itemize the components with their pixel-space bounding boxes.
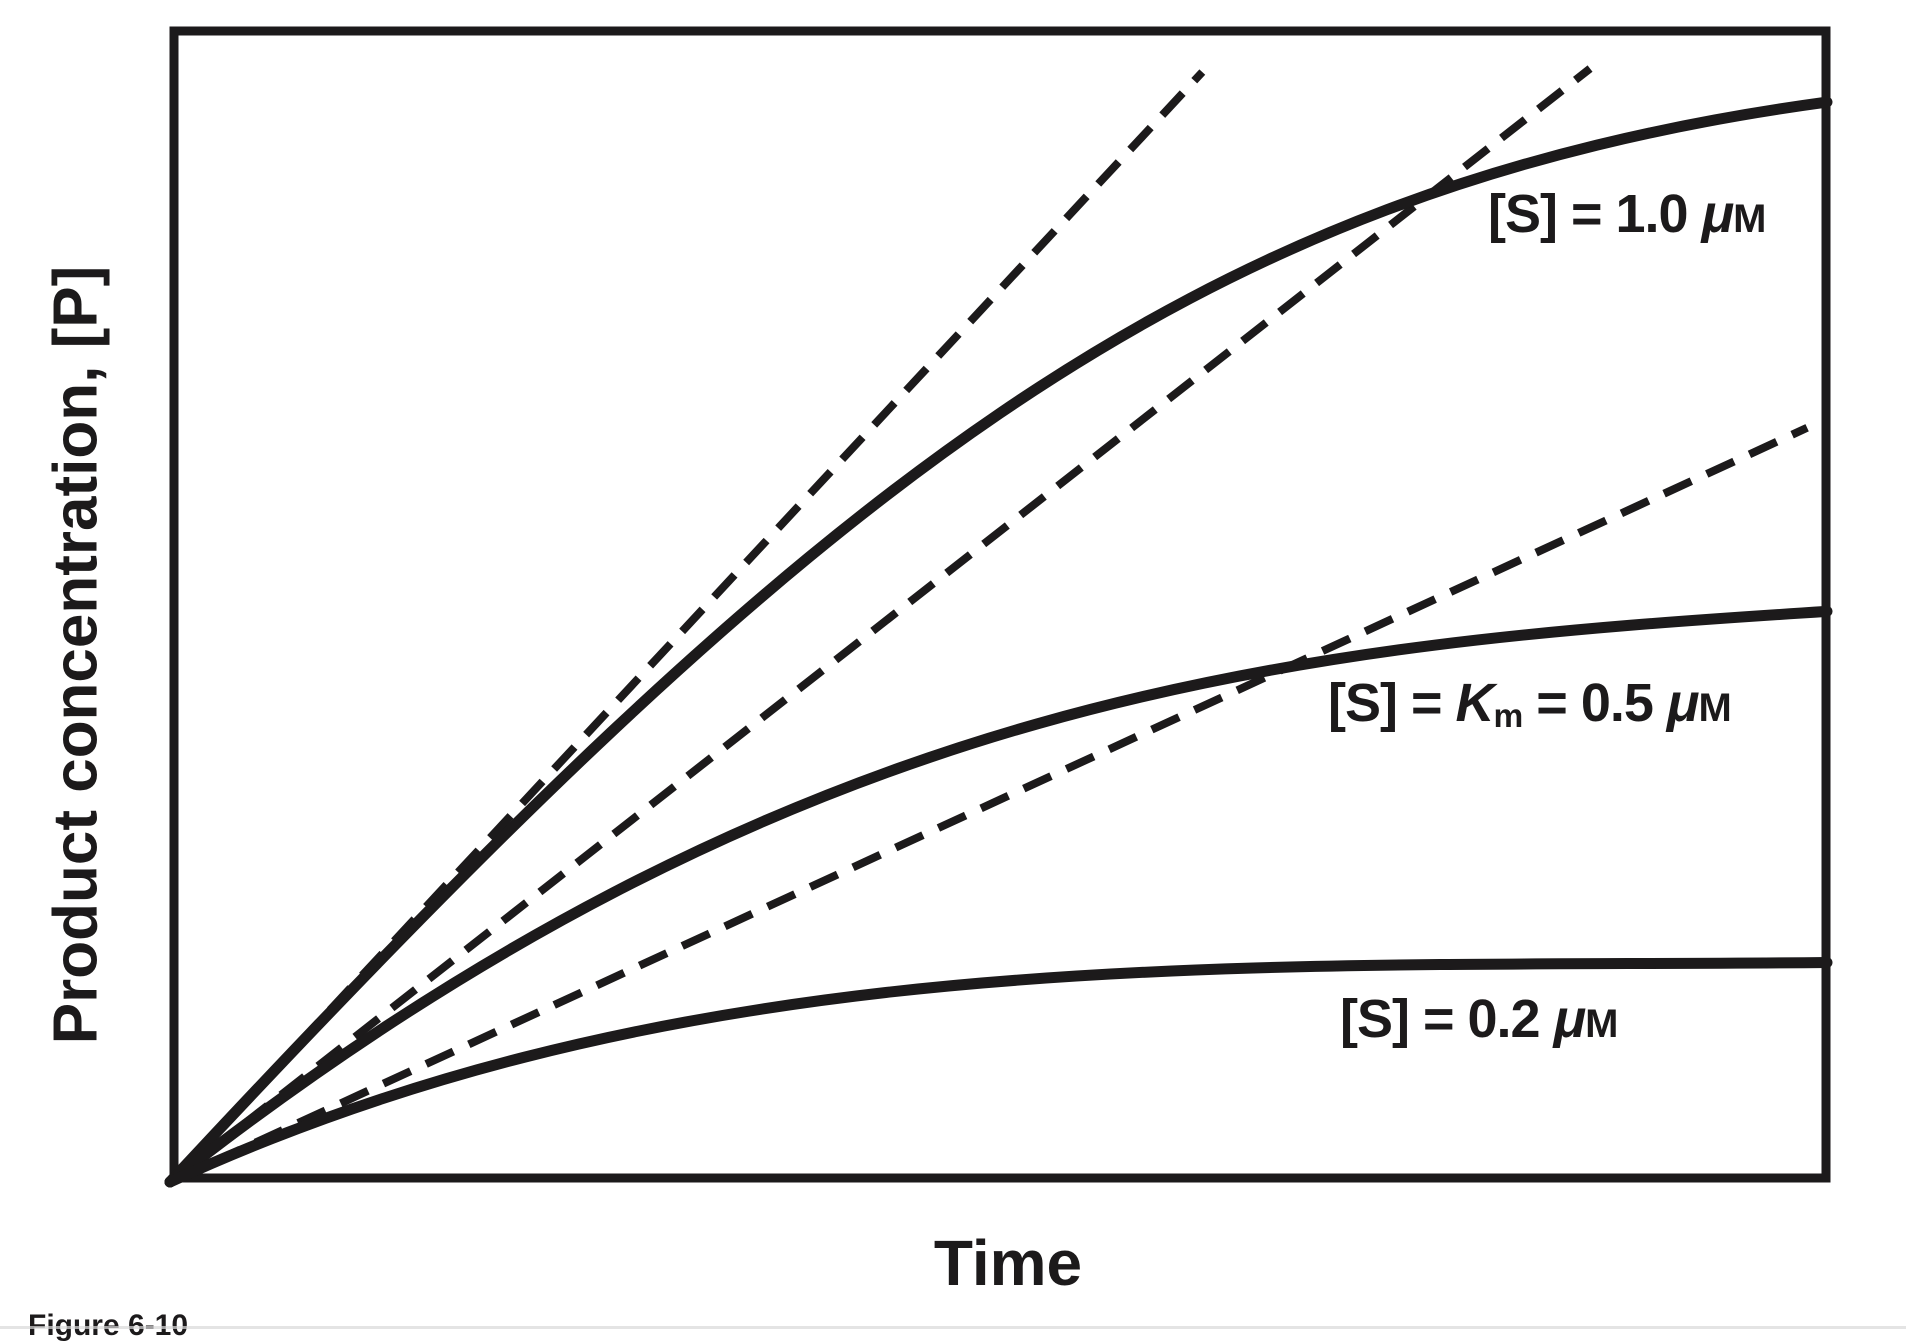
progress-curve-s1.0 xyxy=(164,96,1833,1188)
progress-curve-s0.5 xyxy=(164,605,1833,1188)
mu-symbol: μ xyxy=(1666,673,1700,733)
curve-label-s0.2-text: [S] = 0.2 xyxy=(1340,989,1554,1049)
y-axis-label: Product concentration, [P] xyxy=(41,265,111,1045)
mu-symbol: μ xyxy=(1553,989,1587,1049)
curve-label-s0.5-value: = 0.5 xyxy=(1522,673,1667,733)
molar-unit: M xyxy=(1585,1002,1618,1046)
curve-label-s1.0-text: [S] = 1.0 xyxy=(1488,184,1702,244)
curve-label-s0.5-text: [S] = xyxy=(1328,673,1456,733)
x-axis-label: Time xyxy=(933,1227,1083,1299)
progress-curve-s0.2 xyxy=(164,957,1833,1188)
molar-unit: M xyxy=(1698,686,1732,730)
km-subscript: m xyxy=(1493,698,1524,736)
molar-unit: M xyxy=(1733,197,1766,241)
initial-rate-line-s0.5 xyxy=(167,65,1593,1186)
initial-rate-line-s0.2 xyxy=(168,424,1809,1186)
plot-frame xyxy=(169,26,1831,1183)
curve-label-s0.2: [S] = 0.2 μM xyxy=(1340,988,1618,1050)
curve-label-s0.5: [S] = Km = 0.5 μM xyxy=(1328,672,1732,736)
mu-symbol: μ xyxy=(1701,184,1735,244)
page-edge-artifact xyxy=(0,1326,1906,1329)
km-symbol: K xyxy=(1455,673,1495,733)
curve-label-s1.0: [S] = 1.0 μM xyxy=(1488,183,1766,245)
